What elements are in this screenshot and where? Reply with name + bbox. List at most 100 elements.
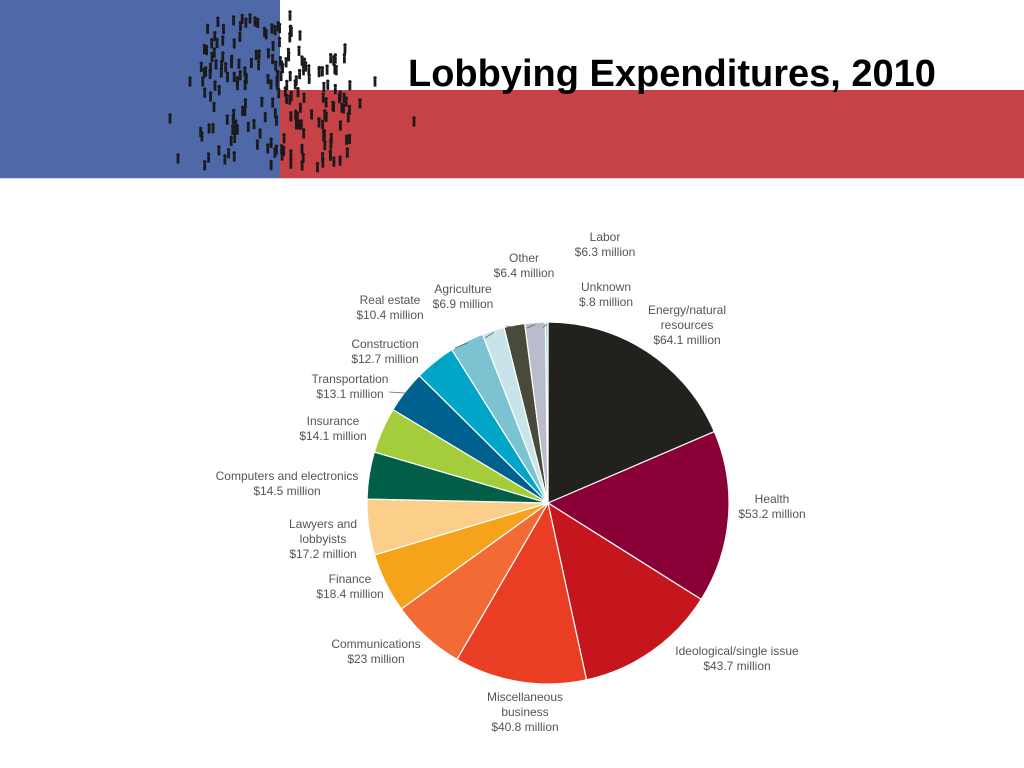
person-figure [264, 29, 268, 40]
person-figure [273, 108, 277, 119]
person-figure [322, 129, 327, 140]
person-figure [210, 38, 214, 49]
slice-label-construction: Construction $12.7 million [351, 337, 418, 366]
slice-label-line: Finance [329, 572, 372, 586]
person-figure [307, 73, 311, 84]
slice-label-line: Computers and electronics [216, 469, 359, 483]
slice-label-other: Other $6.4 million [494, 251, 555, 280]
person-figure [289, 90, 293, 102]
person-figure [343, 43, 347, 54]
person-figure [212, 47, 216, 58]
slice-label-line: Miscellaneous [487, 690, 563, 704]
slice-label-line: Labor [590, 230, 621, 244]
slice-label-labor: Labor $6.3 million [575, 230, 636, 259]
slice-label-computers-and-electronics: Computers and electronics $14.5 million [216, 469, 359, 498]
person-figure [203, 87, 207, 98]
person-figure [302, 128, 306, 139]
person-figure [266, 48, 271, 59]
person-figure [232, 38, 236, 49]
slice-label-line: Agriculture [434, 282, 492, 296]
slice-label-line: $43.7 million [703, 659, 770, 673]
person-figure [202, 43, 207, 55]
pie-slice-miscellaneous-business [456, 501, 588, 685]
leader-line-transportation [388, 391, 407, 394]
person-figure [207, 123, 211, 134]
person-figure [329, 132, 333, 143]
slice-label-energy-natural-resources: Energy/natural resources $64.1 million [648, 303, 726, 347]
person-figure [332, 55, 336, 66]
slice-label-line: Communications [331, 637, 420, 651]
person-figure [322, 81, 326, 92]
person-figure [284, 93, 289, 104]
person-figure [231, 124, 235, 136]
person-figure [203, 160, 207, 171]
slice-label-line: Real estate [360, 293, 421, 307]
person-figure [275, 79, 279, 90]
person-figure [252, 119, 256, 130]
slice-label-line: $.8 million [579, 295, 633, 309]
person-figure [277, 36, 282, 48]
person-figure [344, 96, 348, 107]
person-figure [269, 79, 273, 90]
person-figure [298, 30, 302, 41]
person-figure [324, 111, 328, 122]
slice-label-real-estate: Real estate $10.4 million [356, 293, 423, 322]
person-figure [294, 75, 298, 86]
person-figure [317, 65, 321, 77]
person-figure [260, 96, 264, 108]
person-figure [219, 59, 224, 71]
person-figure [221, 51, 225, 62]
person-figure [277, 22, 282, 34]
slice-label-line: $13.1 million [316, 387, 383, 401]
person-figure [296, 87, 300, 98]
person-figure [348, 80, 352, 91]
person-figure [168, 113, 172, 124]
person-figure [347, 104, 352, 115]
person-figure [210, 51, 214, 63]
person-figure [334, 65, 338, 76]
banner-graphic [0, 0, 1024, 178]
slice-label-health: Health $53.2 million [738, 492, 805, 521]
person-figure [342, 53, 347, 64]
person-figure [200, 131, 204, 142]
person-figure [263, 112, 267, 123]
person-figure [342, 92, 346, 103]
person-figure [271, 40, 275, 52]
person-figure [255, 139, 260, 150]
person-figure [256, 60, 261, 71]
slice-label-line: $53.2 million [738, 507, 805, 521]
person-figure [232, 151, 236, 162]
leader-line-unknown [542, 323, 547, 329]
person-figure [329, 53, 333, 64]
person-figure [208, 91, 213, 102]
person-figure [301, 152, 305, 163]
slice-label-line: $17.2 million [289, 547, 356, 561]
person-figure [229, 57, 234, 69]
leader-line-real-estate [454, 342, 468, 349]
person-figure [257, 49, 261, 60]
person-figure [243, 66, 247, 77]
slice-label-line: Lawyers and [289, 517, 357, 531]
slice-label-line: Insurance [307, 414, 360, 428]
slice-label-line: business [501, 705, 548, 719]
person-figure [309, 109, 314, 120]
person-figure [258, 128, 262, 139]
person-figure [345, 147, 349, 158]
slice-label-line: Transportation [312, 372, 389, 386]
person-figure [298, 102, 303, 113]
slice-label-line: $6.4 million [494, 266, 555, 280]
person-figure [412, 116, 416, 127]
person-figure [297, 68, 302, 80]
person-figure [287, 51, 291, 62]
person-figure [274, 60, 278, 71]
person-figure [213, 30, 217, 42]
person-figure [282, 133, 286, 144]
person-figure [223, 154, 227, 165]
person-figure [373, 76, 377, 87]
slice-label-line: $18.4 million [316, 587, 383, 601]
slice-label-line: Energy/natural [648, 303, 726, 317]
slice-label-unknown: Unknown $.8 million [579, 280, 633, 309]
person-figure [300, 55, 304, 66]
person-figure [338, 155, 342, 166]
pie-slice-ideological-single-issue [547, 501, 703, 681]
